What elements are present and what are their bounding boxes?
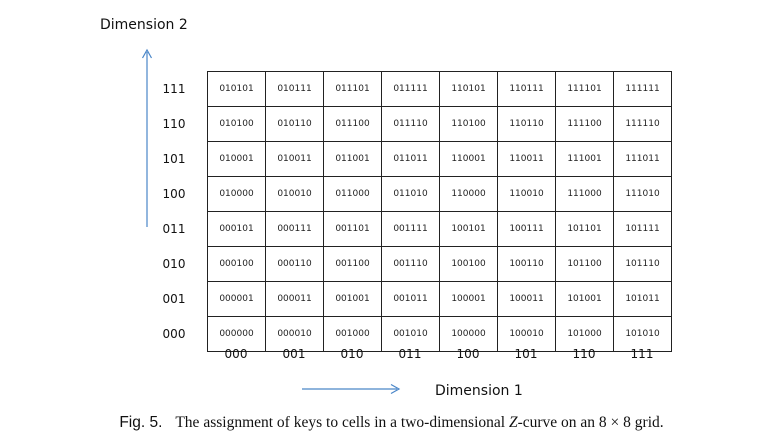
grid-cell: 110011: [497, 141, 556, 177]
grid-cell: 001001: [323, 281, 382, 317]
grid-cell: 011100: [323, 106, 382, 142]
grid-cell: 011111: [381, 71, 440, 107]
column-label: 010: [340, 347, 364, 361]
grid-row: 010100 010110 011100 011110 110100 110110 1111…: [207, 106, 672, 142]
grid-cell: 011010: [381, 176, 440, 212]
dimension-1-arrow: [302, 383, 401, 395]
row-label: 001: [162, 292, 186, 306]
column-label: 100: [456, 347, 480, 361]
grid-cell: 100001: [439, 281, 498, 317]
grid-cell: 010000: [207, 176, 266, 212]
dimension-2-label: Dimension 2: [100, 17, 188, 33]
grid-cell: 001110: [381, 246, 440, 282]
grid-cell: 110100: [439, 106, 498, 142]
grid-cell: 011000: [323, 176, 382, 212]
grid-cell: 101100: [555, 246, 614, 282]
grid-cell: 111100: [555, 106, 614, 142]
grid-cell: 001101: [323, 211, 382, 247]
grid-cell: 010101: [207, 71, 266, 107]
grid-cell: 111001: [555, 141, 614, 177]
grid-cell: 110110: [497, 106, 556, 142]
grid-cell: 000010: [265, 316, 324, 352]
grid-cell: 010011: [265, 141, 324, 177]
grid-cell: 001111: [381, 211, 440, 247]
grid-cell: 101111: [613, 211, 672, 247]
grid-cell: 100011: [497, 281, 556, 317]
row-label: 010: [162, 257, 186, 271]
grid-cell: 111111: [613, 71, 672, 107]
grid-cell: 011101: [323, 71, 382, 107]
grid-cell: 100100: [439, 246, 498, 282]
grid-cell: 110111: [497, 71, 556, 107]
grid-cell: 101010: [613, 316, 672, 352]
grid-cell: 100110: [497, 246, 556, 282]
row-label: 100: [162, 187, 186, 201]
grid-cell: 101110: [613, 246, 672, 282]
grid-row: 000100 000110 001100 001110 100100 100110 1011…: [207, 246, 672, 282]
grid-cell: 010010: [265, 176, 324, 212]
caption-label: Fig. 5.: [119, 414, 163, 431]
grid-cell: 011001: [323, 141, 382, 177]
column-label: 101: [514, 347, 538, 361]
grid-row: 010001 010011 011001 011011 110001 110011 1110…: [207, 141, 672, 177]
grid-row: 000000 000010 001000 001010 100000 100010 1010…: [207, 316, 672, 352]
grid-cell: 011011: [381, 141, 440, 177]
grid-cell: 100000: [439, 316, 498, 352]
dimension-2-arrow: [141, 48, 153, 227]
grid-cell: 111101: [555, 71, 614, 107]
column-label: 000: [224, 347, 248, 361]
row-label: 111: [162, 82, 186, 96]
grid-cell: 000011: [265, 281, 324, 317]
grid-cell: 110000: [439, 176, 498, 212]
grid-cell: 111110: [613, 106, 672, 142]
grid-row: 000001 000011 001001 001011 100001 100011 1010…: [207, 281, 672, 317]
grid-cell: 110101: [439, 71, 498, 107]
grid-cell: 111011: [613, 141, 672, 177]
grid-row: 010000 010010 011000 011010 110000 110010 1110…: [207, 176, 672, 212]
row-label: 110: [162, 117, 186, 131]
grid-cell: 001011: [381, 281, 440, 317]
caption-text-after: -curve on an 8 × 8 grid.: [517, 414, 664, 431]
grid-cell: 011110: [381, 106, 440, 142]
grid-cell: 101101: [555, 211, 614, 247]
grid-cell: 000100: [207, 246, 266, 282]
grid-cell: 111010: [613, 176, 672, 212]
z-curve-grid: 010101 010111 011101 011111 110101 110111 1111…: [207, 71, 672, 352]
column-label: 111: [630, 347, 654, 361]
caption-text-before: The assignment of keys to cells in a two…: [175, 414, 509, 431]
grid-row: 010101 010111 011101 011111 110101 110111 1111…: [207, 71, 672, 107]
row-label: 000: [162, 327, 186, 341]
grid-cell: 101011: [613, 281, 672, 317]
grid-cell: 100111: [497, 211, 556, 247]
figure-caption: Fig. 5. The assignment of keys to cells …: [0, 414, 783, 432]
grid-cell: 000001: [207, 281, 266, 317]
grid-cell: 000111: [265, 211, 324, 247]
grid-cell: 010111: [265, 71, 324, 107]
row-label: 011: [162, 222, 186, 236]
grid-cell: 111000: [555, 176, 614, 212]
grid-cell: 100101: [439, 211, 498, 247]
grid-cell: 101001: [555, 281, 614, 317]
column-label: 011: [398, 347, 422, 361]
grid-cell: 000110: [265, 246, 324, 282]
grid-cell: 010100: [207, 106, 266, 142]
grid-cell: 010001: [207, 141, 266, 177]
row-label: 101: [162, 152, 186, 166]
grid-cell: 000101: [207, 211, 266, 247]
grid-cell: 110001: [439, 141, 498, 177]
grid-cell: 001100: [323, 246, 382, 282]
column-label: 110: [572, 347, 596, 361]
column-label: 001: [282, 347, 306, 361]
grid-cell: 010110: [265, 106, 324, 142]
grid-cell: 100010: [497, 316, 556, 352]
caption-italic-term: Z: [508, 414, 518, 431]
dimension-1-label: Dimension 1: [435, 383, 523, 399]
grid-row: 000101 000111 001101 001111 100101 100111 1011…: [207, 211, 672, 247]
grid-cell: 110010: [497, 176, 556, 212]
grid-cell: 000000: [207, 316, 266, 352]
